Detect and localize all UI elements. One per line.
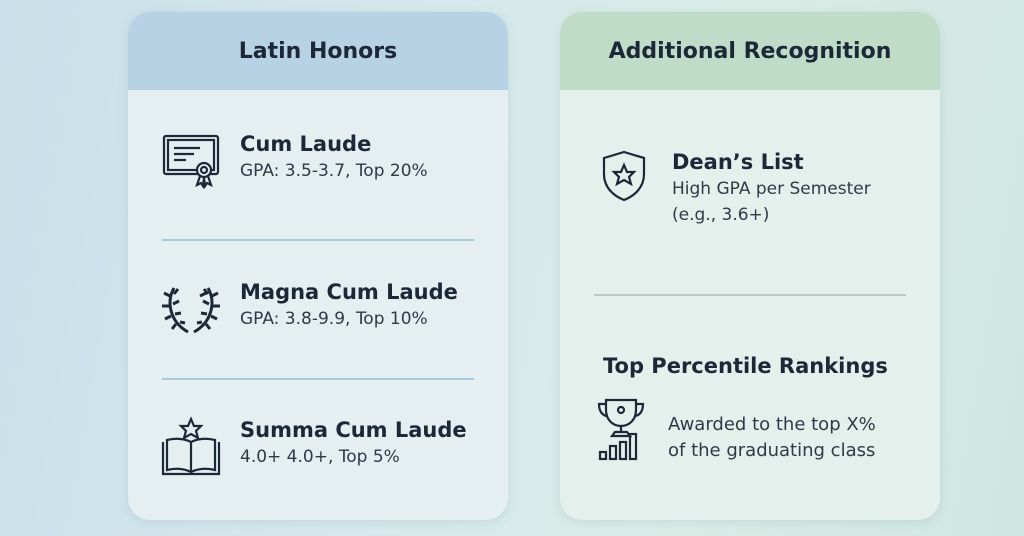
honor-magna-cum-laude: Magna Cum Laude GPA: 3.8-9.9, Top 10% bbox=[160, 278, 458, 340]
top-percentile-title: Top Percentile Rankings bbox=[603, 354, 888, 378]
honor-summa-cum-laude: Summa Cum Laude 4.0+ 4.0+, Top 5% bbox=[160, 416, 467, 478]
book-star-icon bbox=[160, 416, 222, 478]
top-percentile-line1: Awarded to the top X% bbox=[668, 414, 876, 435]
honor-detail: GPA: 3.8-9.9, Top 10% bbox=[240, 309, 428, 329]
honor-name: Magna Cum Laude bbox=[240, 280, 458, 304]
deans-list-line2: (e.g., 3.6+) bbox=[672, 205, 770, 225]
additional-recognition-card: Additional Recognition Dean’s List High G… bbox=[560, 12, 940, 520]
shield-star-icon bbox=[596, 148, 652, 204]
additional-recognition-header: Additional Recognition bbox=[560, 12, 940, 90]
trophy-chart-icon bbox=[596, 396, 652, 462]
honor-name: Cum Laude bbox=[240, 132, 372, 156]
deans-list-line1: High GPA per Semester bbox=[672, 179, 871, 199]
honor-cum-laude: Cum Laude GPA: 3.5-3.7, Top 20% bbox=[160, 130, 428, 192]
honor-detail: GPA: 3.5-3.7, Top 20% bbox=[240, 161, 428, 181]
latin-honors-card: Latin Honors Cum Laude GPA: 3.5-3.7, Top … bbox=[128, 12, 508, 520]
laurel-wreath-icon bbox=[160, 278, 222, 340]
divider bbox=[162, 239, 474, 241]
latin-honors-header: Latin Honors bbox=[128, 12, 508, 90]
honor-detail: 4.0+ 4.0+, Top 5% bbox=[240, 447, 400, 467]
divider bbox=[162, 378, 474, 380]
top-percentile: Awarded to the top X% of the graduating c… bbox=[596, 396, 876, 464]
certificate-icon bbox=[160, 130, 222, 192]
deans-list: Dean’s List High GPA per Semester (e.g., 3… bbox=[596, 148, 871, 228]
deans-list-title: Dean’s List bbox=[672, 150, 804, 174]
divider bbox=[594, 294, 906, 296]
top-percentile-line2: of the graduating class bbox=[668, 440, 876, 461]
honor-name: Summa Cum Laude bbox=[240, 418, 467, 442]
